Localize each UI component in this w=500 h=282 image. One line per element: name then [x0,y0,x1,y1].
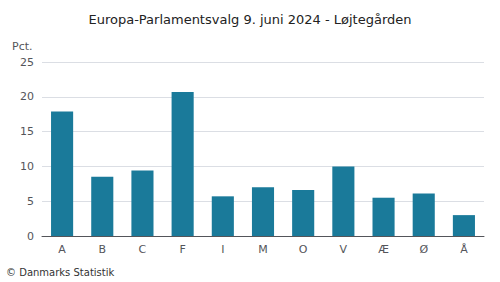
svg-text:20: 20 [20,90,34,103]
svg-text:Æ: Æ [378,243,389,256]
svg-text:Europa-Parlamentsvalg 9. juni: Europa-Parlamentsvalg 9. juni 2024 - Løj… [88,12,411,27]
svg-text:B: B [98,243,106,256]
svg-text:© Danmarks Statistik: © Danmarks Statistik [6,267,115,278]
svg-text:I: I [221,243,224,256]
svg-text:15: 15 [20,125,34,138]
svg-text:O: O [299,243,308,256]
svg-text:Å: Å [460,243,468,256]
svg-text:A: A [58,243,66,256]
svg-text:10: 10 [20,160,34,173]
svg-text:C: C [139,243,147,256]
svg-text:Pct.: Pct. [12,40,33,53]
svg-text:V: V [340,243,348,256]
svg-text:0: 0 [27,230,34,243]
svg-text:M: M [258,243,268,256]
svg-text:F: F [179,243,185,256]
svg-text:25: 25 [20,56,34,69]
svg-text:5: 5 [27,195,34,208]
svg-text:Ø: Ø [419,243,428,256]
